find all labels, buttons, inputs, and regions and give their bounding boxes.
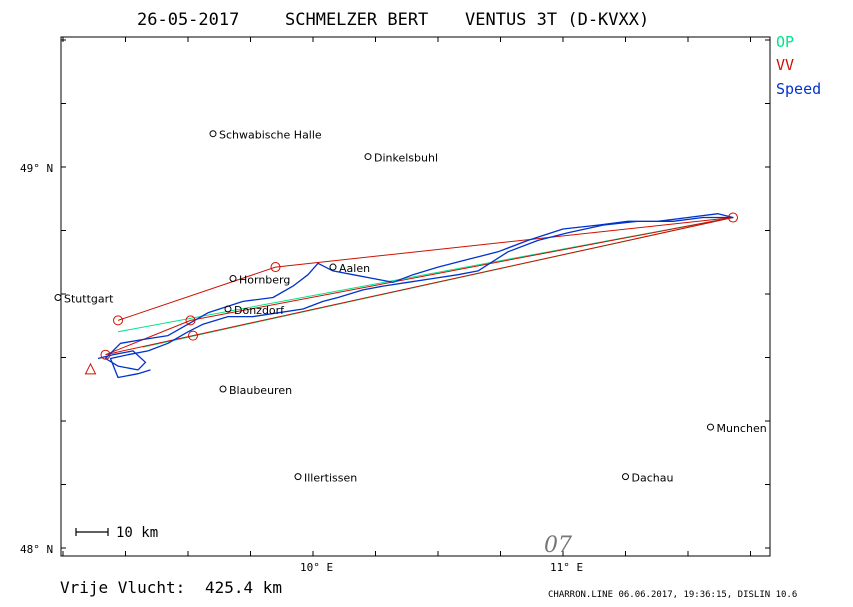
map-frame — [60, 36, 771, 557]
lon-label-10: 10° E — [300, 561, 333, 574]
turnpoint-marker — [100, 349, 111, 360]
place-marker — [219, 385, 227, 393]
place-marker — [329, 263, 337, 271]
title-pilot: SCHMELZER BERT — [285, 10, 428, 30]
turnpoint-marker — [185, 315, 196, 326]
turnpoint-marker — [728, 212, 738, 223]
scale-bar: 10 km — [75, 525, 158, 541]
place-marker — [294, 473, 302, 481]
place-marker — [364, 153, 372, 161]
start-triangle — [84, 362, 97, 375]
scale-bar-label: 10 km — [116, 525, 158, 541]
lon-label-11: 11° E — [550, 561, 583, 574]
place-label: Dinkelsbuhl — [374, 152, 438, 165]
place-marker — [224, 305, 232, 313]
distance-value: 425.4 km — [205, 578, 282, 597]
title-glider: VENTUS 3T (D-KVXX) — [465, 10, 649, 30]
legend-speed: Speed — [776, 80, 821, 98]
vv-line — [105, 217, 734, 356]
place-label: Aalen — [339, 262, 370, 275]
place-label: Donzdorf — [234, 304, 285, 317]
place-label: Schwabische Halle — [219, 129, 322, 142]
lat-label-49: 49° N — [20, 162, 53, 175]
place-marker — [54, 294, 62, 302]
place-marker — [707, 423, 714, 431]
handwritten-annotation: 07 — [544, 533, 572, 558]
turnpoint-markers — [84, 212, 738, 375]
place-label: Illertissen — [304, 472, 357, 485]
frame-ticks — [61, 37, 770, 556]
legend-vv: VV — [776, 56, 794, 74]
turnpoint-marker — [188, 330, 198, 341]
credit-line: CHARRON.LINE 06.06.2017, 19:36:15, DISLI… — [548, 590, 797, 600]
place-label: Blaubeuren — [229, 384, 292, 397]
turnpoint-marker — [113, 315, 123, 326]
lat-label-48: 48° N — [20, 543, 53, 556]
place-marker — [229, 274, 237, 282]
place-marker — [622, 473, 629, 481]
place-label: Munchen — [717, 422, 767, 435]
turnpoint-marker — [270, 262, 281, 273]
title-date: 26-05-2017 — [137, 10, 239, 30]
places-layer: Schwabische Halle Dinkelsbuhl Stuttgart Hor… — [54, 129, 767, 485]
place-label: Dachau — [632, 472, 674, 485]
place-label: Hornberg — [239, 273, 290, 286]
place-label: Stuttgart — [64, 293, 114, 306]
place-marker — [209, 130, 217, 138]
distance-label: Vrije Vlucht: — [60, 578, 185, 597]
legend-op: OP — [776, 33, 794, 51]
